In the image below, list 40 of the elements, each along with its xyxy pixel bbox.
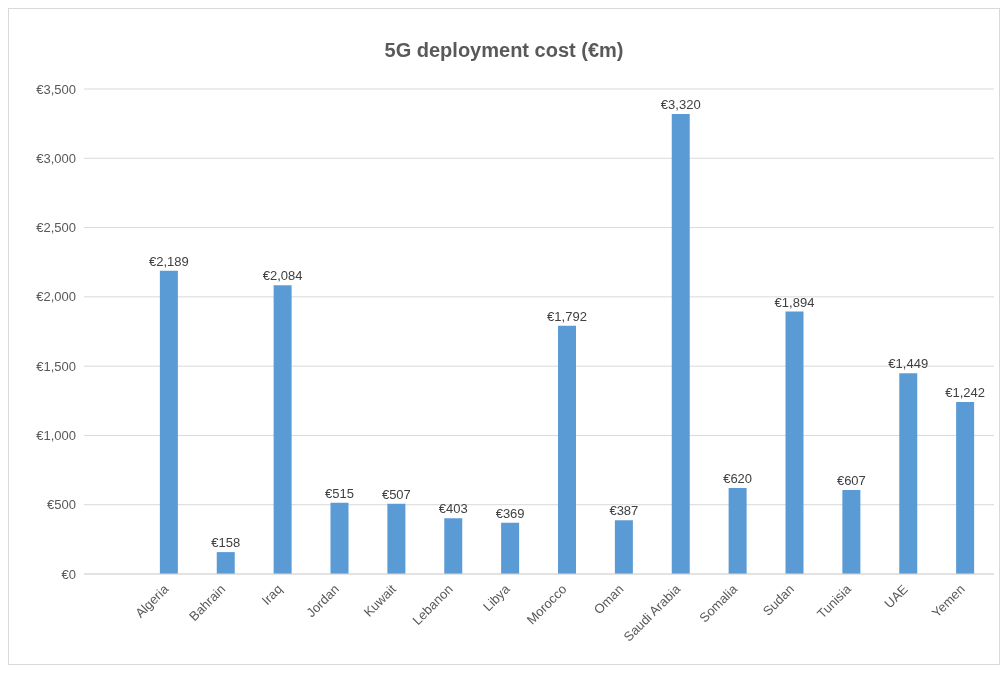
- bar: [444, 518, 463, 574]
- bar: [671, 113, 690, 574]
- data-label: €369: [495, 505, 525, 521]
- y-tick-label: €1,500: [36, 358, 76, 374]
- bar: [785, 311, 804, 574]
- bar: [899, 373, 918, 574]
- data-label: €515: [325, 485, 354, 501]
- data-label: €2,084: [262, 268, 303, 284]
- y-tick-label: €0: [61, 566, 76, 582]
- data-label: €1,449: [888, 356, 929, 372]
- bar: [728, 488, 747, 574]
- y-tick-label: €500: [47, 497, 76, 513]
- bar: [501, 522, 520, 574]
- bar: [159, 270, 178, 574]
- data-label: €1,894: [774, 294, 815, 310]
- bar: [614, 520, 633, 574]
- data-label: €2,189: [148, 253, 189, 269]
- data-label: €1,792: [547, 308, 587, 324]
- data-label: €387: [609, 503, 639, 519]
- y-tick-label: €2,000: [36, 289, 76, 305]
- chart-title: 5G deployment cost (€m): [383, 38, 625, 63]
- data-label: €403: [438, 501, 468, 517]
- bar: [330, 502, 349, 574]
- data-label: €507: [381, 486, 411, 502]
- bar: [558, 325, 576, 574]
- bar: [387, 503, 406, 574]
- data-label: €1,242: [945, 384, 986, 400]
- y-tick-label: €1,000: [36, 428, 76, 444]
- bar: [956, 401, 975, 574]
- data-label: €3,320: [660, 96, 701, 112]
- y-tick-label: €2,500: [36, 220, 76, 236]
- x-tick-label: Iraq: [258, 581, 286, 608]
- y-tick-label: €3,000: [36, 150, 76, 166]
- y-tick-label: €3,500: [36, 81, 76, 97]
- bar: [216, 552, 235, 574]
- data-label: €607: [836, 472, 866, 488]
- data-label: €158: [211, 535, 241, 551]
- bar: [842, 489, 861, 574]
- bar: [273, 285, 292, 574]
- data-label: €620: [723, 471, 753, 487]
